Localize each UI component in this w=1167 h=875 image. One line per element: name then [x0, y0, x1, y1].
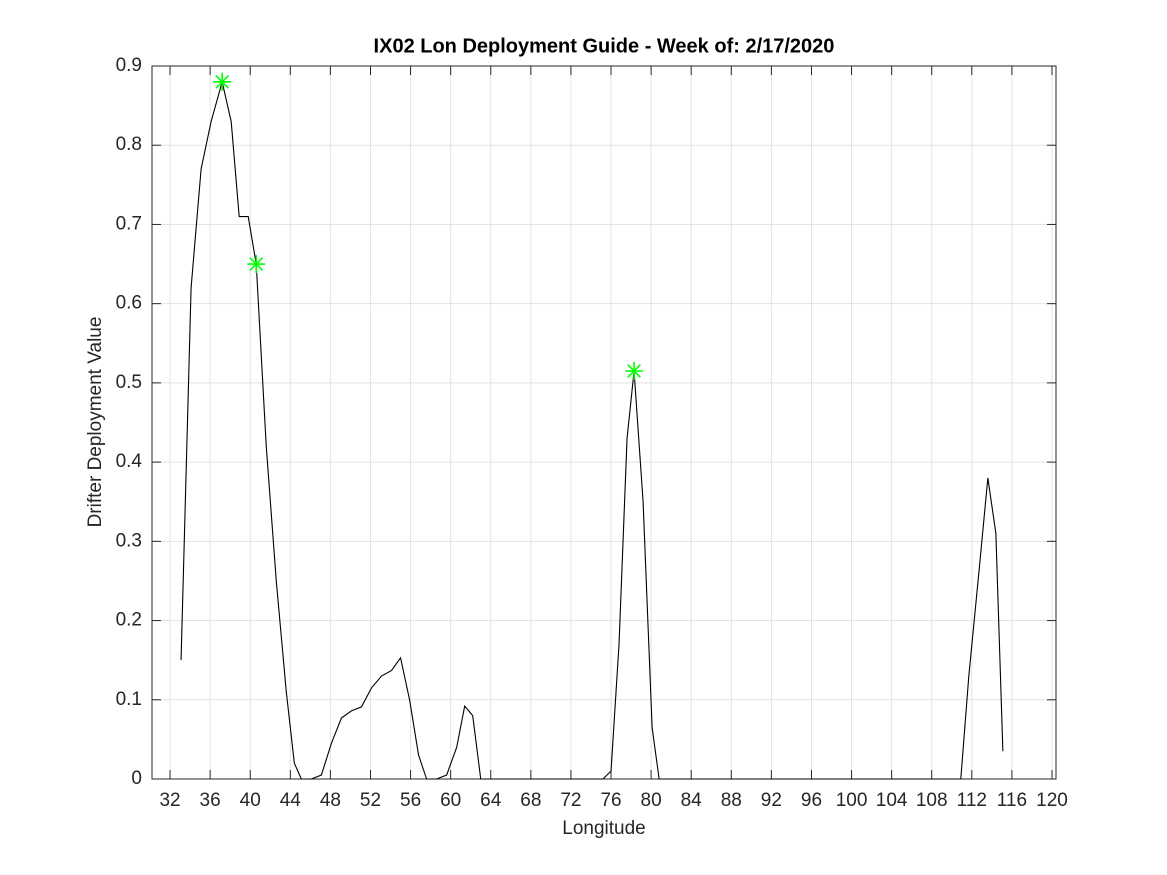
x-tick-label: 80	[641, 790, 662, 811]
x-tick-label: 76	[600, 790, 621, 811]
x-tick-label: 44	[280, 790, 302, 811]
x-tick-label: 32	[159, 790, 180, 811]
y-tick-label: 0.5	[116, 372, 142, 393]
marker	[247, 255, 266, 274]
data-line	[180, 81, 1004, 780]
marker-stroke	[215, 74, 230, 89]
x-tick-label: 60	[440, 790, 461, 811]
y-tick-label: 0.6	[116, 293, 142, 314]
chart-title: IX02 Lon Deployment Guide - Week of: 2/1…	[374, 35, 835, 57]
y-tick-label: 0.2	[116, 610, 142, 631]
x-tick-label: 84	[681, 790, 703, 811]
marker	[625, 362, 644, 381]
y-tick-label: 0.1	[116, 689, 142, 710]
y-tick-label: 0.7	[116, 213, 142, 234]
x-tick-label: 36	[200, 790, 221, 811]
x-tick-label: 104	[876, 790, 908, 811]
x-tick-label: 112	[957, 790, 987, 811]
x-tick-label: 56	[400, 790, 421, 811]
x-tick-label: 92	[761, 790, 782, 811]
y-tick-label: 0	[131, 768, 142, 789]
x-tick-label: 116	[997, 790, 1027, 811]
plot-frame	[151, 65, 1057, 780]
x-tick-label: 100	[836, 790, 868, 811]
marker	[213, 72, 232, 91]
x-tick-label: 52	[360, 790, 381, 811]
y-tick-label: 0.4	[116, 451, 143, 472]
x-tick-label: 96	[801, 790, 822, 811]
x-tick-label: 120	[1036, 790, 1068, 811]
x-tick-label: 40	[240, 790, 261, 811]
x-tick-label: 108	[916, 790, 948, 811]
x-tick-label: 64	[480, 790, 502, 811]
y-tick-label: 0.9	[116, 55, 142, 76]
marker-stroke	[249, 257, 264, 271]
marker-stroke	[627, 364, 641, 378]
x-tick-label: 88	[721, 790, 742, 811]
x-tick-label: 68	[520, 790, 541, 811]
y-axis-label: Drifter Deployment Value	[85, 317, 106, 528]
y-tick-label: 0.3	[116, 530, 142, 551]
x-axis-label: Longitude	[562, 818, 645, 839]
x-tick-label: 48	[320, 790, 341, 811]
y-tick-label: 0.8	[116, 134, 142, 155]
x-tick-label: 72	[560, 790, 581, 811]
